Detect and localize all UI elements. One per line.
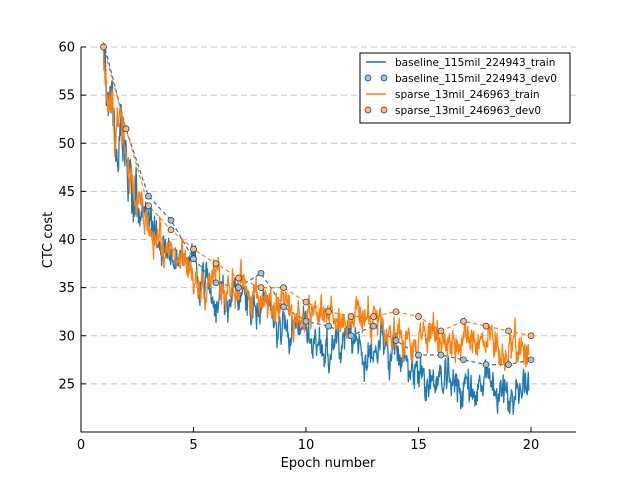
- series-dev-point: [437, 351, 445, 359]
- ticks: 25 30 35 40 45 50 55 60 0 5 10 15 20: [58, 41, 539, 454]
- series-dev-point: [482, 361, 490, 368]
- series-dev-point: [122, 125, 130, 133]
- series-dev-point: [145, 192, 152, 200]
- series-dev-point: [527, 356, 535, 364]
- legend-label: sparse_13mil_246963_dev0: [395, 105, 541, 117]
- series-dev-point: [437, 327, 445, 335]
- legend-marker-swatch: [364, 74, 372, 82]
- x-tick-label: 20: [523, 438, 540, 453]
- y-tick-label: 35: [58, 281, 75, 296]
- series-dev-point: [257, 284, 265, 291]
- series-dev-point: [167, 226, 175, 234]
- series-dev-point: [190, 245, 197, 253]
- series-dev-point: [347, 313, 355, 320]
- series-dev-point: [302, 298, 310, 306]
- legend-marker-swatch: [380, 106, 388, 114]
- series-dev-point: [257, 269, 265, 277]
- legend-label: baseline_115mil_224943_dev0: [395, 73, 557, 85]
- series-dev-point: [280, 284, 287, 291]
- x-tick-label: 0: [77, 438, 85, 453]
- series-dev-point: [325, 322, 332, 330]
- x-tick-label: 15: [410, 438, 427, 453]
- series-dev-point: [527, 332, 535, 340]
- series-dev-point: [145, 202, 152, 210]
- series-dev-point: [392, 337, 400, 344]
- x-tick-label: 10: [298, 438, 315, 453]
- series-dev-point: [392, 308, 400, 316]
- series-dev-point: [415, 351, 422, 359]
- series-dev-point: [325, 308, 332, 316]
- legend-label: baseline_115mil_224943_train: [395, 57, 555, 69]
- series-dev-point: [505, 361, 512, 368]
- legend-label: sparse_13mil_246963_train: [395, 89, 540, 101]
- series-dev-point: [482, 322, 490, 330]
- legend-box: [359, 52, 571, 124]
- y-tick-label: 25: [58, 377, 75, 392]
- series-dev-point: [505, 327, 512, 335]
- y-axis-title: CTC cost: [41, 212, 56, 268]
- series-dev-point: [347, 332, 355, 340]
- y-tick-label: 60: [58, 41, 75, 56]
- series-dev-point: [460, 317, 467, 325]
- series-dev-dashed-line: [102, 42, 532, 366]
- legend-marker-swatch: [364, 106, 372, 114]
- y-tick-label: 50: [58, 137, 75, 152]
- series-dev-point: [370, 313, 377, 320]
- legend-entries: baseline_115mil_224943_train baseline_115…: [364, 57, 557, 117]
- y-tick-label: 55: [58, 89, 75, 104]
- series-train-line: [102, 46, 530, 372]
- series-dev-point: [235, 274, 242, 282]
- x-axis-title: Epoch number: [281, 456, 376, 471]
- y-tick-label: 45: [58, 185, 75, 200]
- series-dev-point: [235, 284, 242, 291]
- series-dev-point: [212, 260, 220, 267]
- series-dev-point: [302, 317, 310, 325]
- series-dev-point: [460, 356, 467, 364]
- series-dev-point: [370, 322, 377, 330]
- series-dev-point: [167, 216, 175, 224]
- series-dev-point: [190, 255, 197, 263]
- y-tick-label: 30: [58, 329, 75, 344]
- series-dev-point: [280, 303, 287, 311]
- series-dev-point: [415, 313, 422, 320]
- series-dev-dashed-line: [102, 46, 532, 337]
- series-dev-point: [100, 43, 107, 51]
- legend: baseline_115mil_224943_train baseline_115…: [359, 52, 571, 124]
- series-train-line: [102, 46, 530, 415]
- x-tick-label: 5: [189, 438, 197, 453]
- series-dev-point: [212, 279, 220, 287]
- legend-marker-swatch: [380, 74, 388, 82]
- y-tick-label: 40: [58, 233, 75, 248]
- plot-series: [100, 42, 535, 415]
